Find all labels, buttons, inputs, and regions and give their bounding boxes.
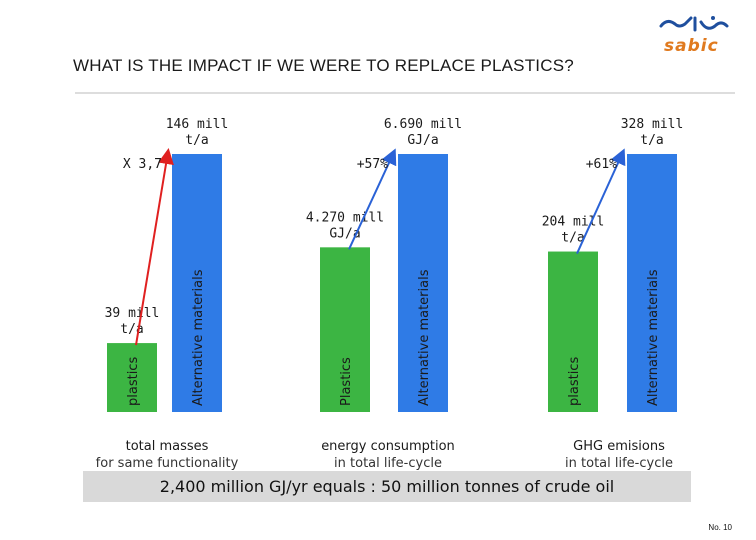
page-number: No. 10 (708, 523, 732, 532)
category-sublabel-1: for same functionality (96, 456, 239, 471)
footer-statement: 2,400 million GJ/yr equals : 50 million … (159, 477, 615, 496)
bar-plastics-2 (320, 247, 370, 412)
value-label-alternative-1: 146 mill t/a (166, 117, 229, 148)
value-label-alternative-2: 6.690 mill GJ/a (384, 117, 462, 148)
value-label-plastics-2: 4.270 mill GJ/a (306, 210, 384, 241)
category-sublabel-3: in total life-cycle (565, 456, 673, 471)
growth-annotation-2: +57% (357, 157, 388, 172)
growth-arrow-3 (576, 148, 626, 254)
bar-label-plastics-1: plastics (126, 357, 141, 406)
sabic-logo-text: sabic (664, 36, 719, 56)
bar-alternative-2 (398, 154, 448, 412)
growth-annotation-3: +61% (586, 157, 617, 172)
bar-alternative-3 (627, 154, 677, 412)
title-divider (75, 92, 735, 94)
growth-arrow-2 (348, 148, 397, 250)
category-label-1: total masses (126, 439, 209, 454)
sabic-logo-icon (659, 16, 729, 32)
footer-box (83, 471, 691, 502)
bar-label-plastics-3: plastics (567, 357, 582, 406)
bar-label-alternative-2: Alternative materials (417, 269, 432, 406)
bar-label-alternative-3: Alternative materials (646, 269, 661, 406)
bar-plastics-3 (548, 251, 598, 412)
value-label-alternative-3: 328 mill t/a (621, 117, 684, 148)
category-label-3: GHG emisions (573, 439, 665, 454)
bar-alternative-1 (172, 154, 222, 412)
value-label-plastics-1: 39 mill t/a (105, 306, 160, 337)
growth-annotation-1: X 3,7 (123, 157, 162, 172)
category-sublabel-2: in total life-cycle (334, 456, 442, 471)
growth-arrow-1 (135, 148, 174, 346)
bar-label-alternative-1: Alternative materials (191, 269, 206, 406)
page-title: WHAT IS THE IMPACT IF WE WERE TO REPLACE… (73, 56, 574, 75)
value-label-plastics-3: 204 mill t/a (542, 215, 605, 246)
bar-plastics-1 (107, 343, 157, 412)
bar-label-plastics-2: Plastics (339, 357, 354, 406)
category-label-2: energy consumption (321, 439, 455, 454)
